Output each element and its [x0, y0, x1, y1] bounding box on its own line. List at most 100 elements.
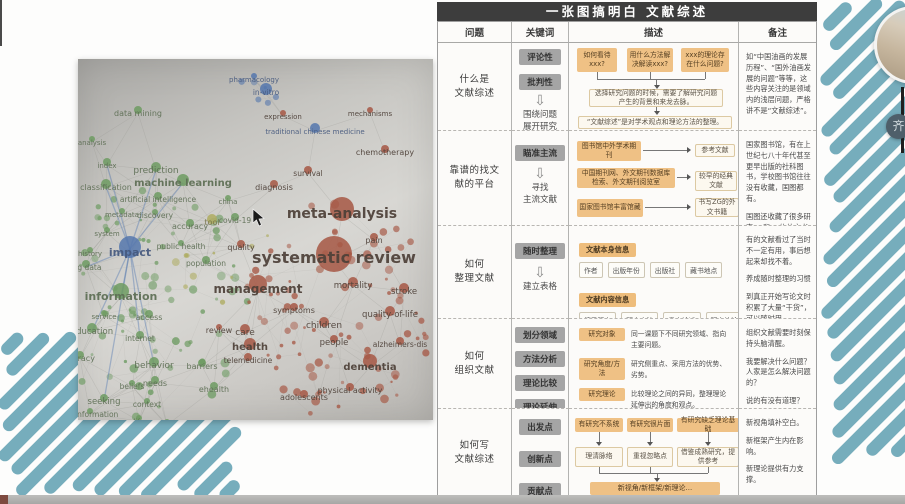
note-paragraph: 养成随时整理的习惯: [746, 274, 811, 284]
svg-text:seeking: seeking: [88, 397, 121, 407]
keyword-sub: 围绕问题 展开研究: [522, 110, 557, 131]
svg-text:discovery: discovery: [137, 211, 174, 220]
item-text: 比较理论之间的异同，整理理论延伸出的角度和观点。: [631, 390, 727, 409]
note-paragraph: 新框架产生内在影响。: [746, 435, 804, 456]
connector: [650, 467, 651, 473]
arrowhead: [654, 478, 660, 482]
question-line: 靠谱的找文: [449, 165, 500, 177]
description-cell: 有研究不系统 有研究很片面 有研究缺乏理论基础 理清脉络 重视忽略点 借鉴成熟研…: [569, 409, 739, 497]
svg-text:care: care: [235, 328, 255, 338]
svg-text:mechanisms: mechanisms: [348, 110, 393, 118]
keyword-box: 出发点: [519, 419, 561, 435]
description-cell: 图书馆中外学术期刊 参考文献 中国期刊网、外文期刊数据库检索、外文期刊阅览室 较…: [569, 131, 739, 226]
question-line: 文献综述: [454, 454, 495, 465]
flow-box: 参考文献: [695, 144, 735, 157]
keyword-box: 方法分析: [514, 351, 565, 367]
keyword-sub: 建立表格: [522, 282, 557, 292]
note-cell: 如“中国油画的发展历程”、“国外油画发展的问题”等等，这些内容关注的是领域内的浅…: [739, 43, 816, 131]
svg-text:accuracy: accuracy: [172, 222, 208, 231]
connector: [708, 467, 709, 473]
connector: [705, 72, 706, 79]
logo-badge: 齐: [886, 114, 905, 139]
arrowhead: [687, 174, 691, 180]
svg-text:systematic review: systematic review: [252, 248, 416, 267]
arrowhead: [687, 147, 691, 153]
flow-box: 借鉴成熟研究，提供参考: [677, 447, 738, 467]
svg-text:management: management: [214, 282, 303, 296]
svg-text:china: china: [219, 198, 238, 206]
svg-text:data mining: data mining: [114, 109, 162, 118]
group-title: 文献本身信息: [579, 243, 637, 257]
connector: [599, 473, 708, 474]
item-text: 研究侧重点、采用方法的优势、劣势。: [631, 360, 727, 379]
svg-text:artificial intelligence: artificial intelligence: [120, 195, 197, 204]
connector: [650, 72, 651, 79]
bottom-corner-chip: [0, 495, 8, 504]
connector: [597, 79, 705, 80]
svg-text:quality-of-life: quality-of-life: [362, 310, 418, 320]
svg-text:pharmacology: pharmacology: [229, 76, 279, 84]
flow-box: xxx的理论存在什么问题?: [681, 48, 729, 72]
down-arrow-icon: ⇩: [534, 166, 546, 182]
header-note: 备注: [739, 22, 816, 43]
chip: 研究结论: [705, 312, 738, 318]
svg-text:traditional chinese medicine: traditional chinese medicine: [265, 128, 364, 136]
down-arrow-icon: ⇩: [534, 93, 546, 109]
note-paragraph: 如“中国油画的发展历程”、“国外油画发展的问题”等等，这些内容关注的是领域内的浅…: [746, 52, 811, 115]
arrowhead: [705, 442, 711, 446]
connector: [657, 473, 658, 478]
svg-text:metadata: metadata: [105, 211, 139, 219]
svg-text:quality: quality: [227, 243, 255, 252]
note-paragraph: 国图还收藏了很多研究ZZ和ZF的外文书籍，从互联网上可以查询到。: [746, 211, 811, 225]
connector: [708, 432, 709, 442]
connector: [599, 467, 600, 473]
note-cell: 国家图书馆，有在上世纪七八十年代甚至更早出版的社科图书，学校图书馆往往没有收藏，…: [739, 131, 816, 226]
flow-box: 理清脉络: [575, 447, 623, 467]
header-keyword: 关键词: [512, 22, 569, 43]
question-cell: 如何写 文献综述: [438, 409, 512, 497]
item-label: 研究理论: [579, 388, 625, 401]
description-cell: 文献本身信息 作者 出版年份 出版社 藏书地点 文献内容信息 摘录观点 研究方法…: [569, 226, 739, 319]
keyword-cell: 评论性 批判性 ⇩ 围绕问题 展开研究: [512, 43, 569, 131]
svg-text:misinformation: misinformation: [78, 410, 119, 419]
note-paragraph: 国家图书馆，有在上世纪七八十年代甚至更早出版的社科图书，学校图书馆往往没有收藏，…: [746, 140, 811, 203]
svg-text:public health: public health: [157, 242, 206, 251]
keyword-cell: 瞄准主流 ⇩ 寻找 主流文献: [512, 131, 569, 226]
question-line: 如何: [464, 259, 485, 271]
svg-text:index: index: [97, 162, 116, 170]
svg-text:big data: big data: [78, 263, 101, 272]
description-cell: 研究对象 同一课题下不同研究领域、指向主要问题。 研究角度/方法 研究侧重点、采…: [569, 319, 739, 409]
note-paragraph: 新视角填补空白。: [746, 418, 804, 427]
decor-stripes-right: [820, 0, 905, 465]
chip: 作者: [579, 262, 603, 278]
group-title: 文献内容信息: [579, 293, 637, 307]
svg-text:system: system: [94, 230, 119, 238]
note-paragraph: 新理论提供有力支撑。: [746, 464, 804, 485]
keyword-box: 创新点: [519, 451, 561, 467]
note-paragraph: 组织文献需要时刻保持头脑清醒。: [746, 328, 811, 348]
svg-text:diagnosis: diagnosis: [255, 183, 293, 192]
svg-text:dementia: dementia: [343, 362, 396, 373]
svg-text:telemedicine: telemedicine: [224, 356, 273, 365]
flow-box: 中国期刊网、外文期刊数据库检索、外文期刊阅览室: [577, 168, 675, 188]
mouse-cursor: [252, 208, 265, 227]
svg-text:internet: internet: [125, 334, 155, 343]
svg-text:covid-19: covid-19: [219, 216, 251, 225]
flow-box: 国家图书馆丰富馆藏: [577, 199, 643, 217]
question-cell: 如何 整理文献: [438, 226, 512, 319]
chip-row: 作者 出版年份 出版社 藏书地点: [579, 262, 738, 278]
svg-text:history: history: [78, 250, 102, 258]
svg-text:tool: tool: [204, 218, 219, 227]
connector: [643, 150, 687, 151]
svg-text:people: people: [320, 338, 349, 348]
note-paragraph: 说的有没有道理？: [746, 395, 804, 405]
svg-text:machine learning: machine learning: [134, 178, 232, 189]
keyword-box: 贡献点: [519, 483, 561, 497]
table-row: 如何 整理文献 随时整理 ⇩ 建立表格 文献本身信息 作者 出版年份 出版社: [438, 226, 816, 319]
svg-text:symptoms: symptoms: [273, 306, 315, 315]
svg-text:beliefs: beliefs: [120, 382, 145, 391]
svg-text:mortality: mortality: [334, 281, 373, 291]
note-paragraph: 我要解决什么问题？人家是怎么解决问题的？: [746, 356, 811, 388]
keyword-box: 评论性: [519, 49, 561, 65]
flow-box: 新视角/新框架/新理论...: [590, 482, 720, 495]
